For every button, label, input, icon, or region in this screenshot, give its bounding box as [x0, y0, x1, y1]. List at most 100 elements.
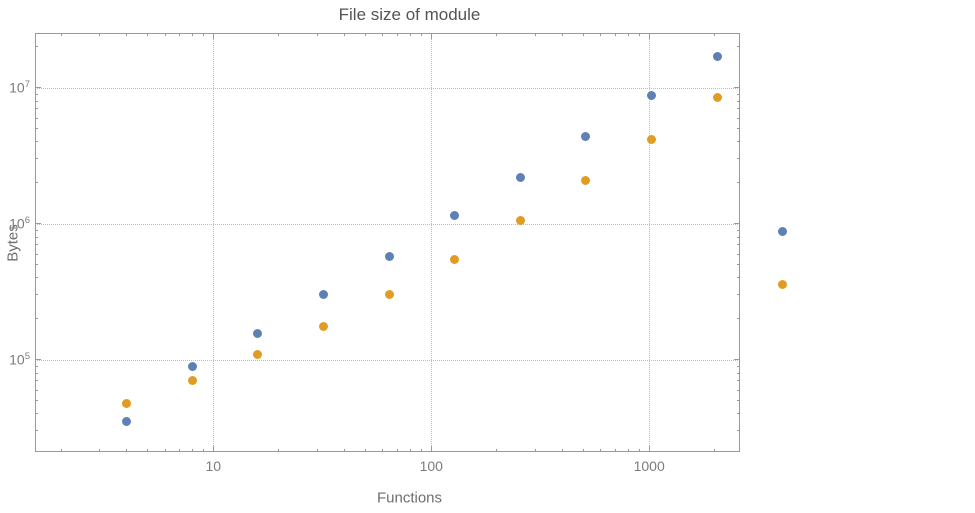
data-point-series-blue — [253, 329, 263, 339]
tick-mark-x — [714, 449, 716, 452]
data-point-series-blue — [646, 90, 656, 100]
tick-mark-y — [35, 253, 38, 255]
tick-mark-x — [202, 33, 204, 36]
tick-mark-x — [600, 449, 602, 452]
tick-mark-y — [737, 93, 740, 95]
x-tick-label: 1000 — [633, 458, 665, 474]
tick-mark-x — [638, 33, 640, 36]
gridline-vertical — [649, 33, 651, 452]
data-point-series-orange — [515, 216, 525, 226]
tick-mark-x — [420, 449, 422, 452]
tick-mark-x — [179, 33, 181, 36]
tick-mark-x — [60, 449, 62, 452]
y-tick-base: 10 — [9, 215, 25, 232]
tick-mark-x — [397, 449, 398, 452]
x-tick-label: 100 — [419, 458, 443, 474]
tick-mark-y — [737, 365, 740, 367]
tick-mark-x — [164, 33, 166, 36]
tick-mark-x — [648, 446, 650, 452]
data-point-series-blue — [318, 290, 328, 300]
gridline-vertical — [213, 33, 215, 452]
tick-mark-y — [35, 93, 38, 95]
tick-mark-y — [737, 117, 740, 119]
tick-mark-y — [35, 430, 38, 432]
tick-mark-x — [397, 33, 398, 36]
tick-mark-y — [35, 380, 38, 382]
data-point-series-blue — [187, 361, 197, 371]
tick-mark-y — [734, 359, 740, 361]
tick-mark-x — [409, 449, 411, 452]
tick-mark-y — [35, 236, 38, 238]
data-point-series-blue — [515, 172, 525, 182]
tick-mark-x — [614, 33, 616, 36]
tick-mark-y — [35, 87, 41, 89]
tick-mark-x — [714, 33, 716, 36]
tick-mark-y — [35, 141, 38, 143]
tick-mark-x — [60, 33, 62, 36]
tick-mark-x — [382, 33, 384, 36]
tick-mark-y — [737, 158, 740, 160]
gridline-horizontal — [35, 223, 740, 225]
tick-mark-y — [737, 430, 740, 432]
tick-mark-x — [344, 33, 345, 36]
tick-mark-y — [737, 128, 740, 130]
data-point-series-orange — [318, 322, 328, 332]
tick-mark-x — [496, 33, 498, 36]
tick-mark-x — [496, 449, 498, 452]
tick-mark-y — [35, 117, 38, 119]
tick-mark-y — [35, 229, 38, 231]
tick-mark-x — [614, 449, 616, 452]
tick-mark-y — [737, 253, 740, 255]
tick-mark-x — [430, 33, 432, 39]
tick-mark-x — [98, 449, 100, 452]
tick-mark-x — [344, 449, 345, 452]
tick-mark-y — [35, 365, 38, 367]
tick-mark-x — [583, 449, 585, 452]
tick-mark-y — [35, 128, 38, 130]
tick-mark-y — [737, 318, 740, 320]
x-axis-label: Functions — [376, 489, 443, 507]
tick-mark-x — [627, 449, 629, 452]
tick-mark-y — [35, 400, 38, 402]
tick-mark-x — [430, 446, 432, 452]
tick-mark-y — [737, 100, 740, 102]
tick-mark-x — [98, 33, 100, 36]
tick-mark-x — [648, 33, 650, 39]
plot-frame — [35, 33, 740, 452]
tick-mark-y — [734, 223, 740, 225]
tick-mark-y — [734, 87, 740, 89]
tick-mark-y — [35, 372, 38, 374]
tick-mark-y — [737, 46, 740, 48]
data-point-series-blue — [384, 251, 394, 261]
tick-mark-x — [365, 33, 367, 36]
tick-mark-y — [35, 46, 38, 48]
tick-mark-y — [35, 158, 38, 160]
data-point-series-blue — [122, 417, 132, 427]
data-point-series-orange — [778, 279, 788, 289]
y-tick-exponent: 5 — [24, 350, 30, 362]
tick-mark-y — [737, 277, 740, 279]
gridline-horizontal — [35, 87, 740, 89]
tick-mark-x — [212, 446, 214, 452]
tick-mark-y — [35, 264, 38, 266]
tick-mark-y — [737, 413, 740, 415]
tick-mark-x — [534, 33, 536, 36]
tick-mark-x — [316, 449, 318, 452]
tick-mark-x — [278, 33, 280, 36]
tick-mark-y — [35, 182, 38, 184]
tick-mark-x — [365, 449, 367, 452]
tick-mark-y — [737, 389, 740, 391]
tick-mark-y — [35, 108, 38, 110]
tick-mark-x — [164, 449, 166, 452]
tick-mark-y — [35, 277, 38, 279]
tick-mark-x — [600, 33, 602, 36]
y-tick-label: 107 — [0, 79, 30, 96]
data-point-series-orange — [384, 290, 394, 300]
tick-mark-x — [627, 33, 629, 36]
tick-mark-x — [147, 449, 149, 452]
data-point-series-blue — [778, 226, 788, 236]
tick-mark-y — [35, 100, 38, 102]
tick-mark-x — [126, 449, 128, 452]
tick-mark-y — [737, 141, 740, 143]
